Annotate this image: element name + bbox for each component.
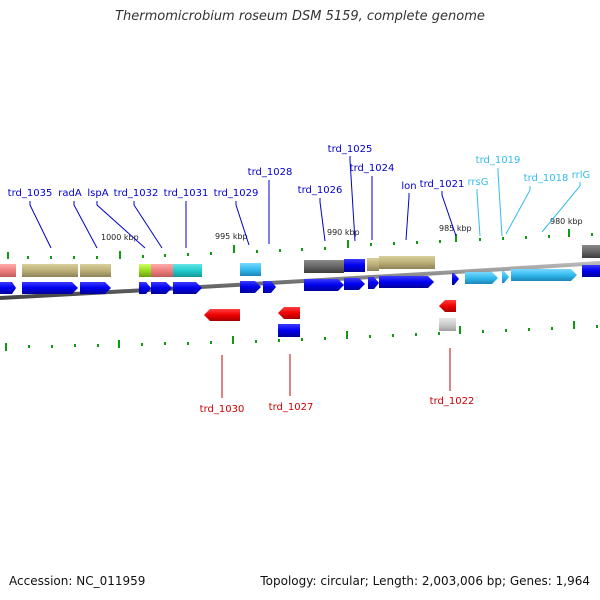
feature-block <box>379 256 435 269</box>
upper-tick-row <box>7 229 593 259</box>
gene-label-trd_1035[interactable]: trd_1035 <box>8 188 53 199</box>
feature-block <box>304 260 344 273</box>
gene-label-trd_1026[interactable]: trd_1026 <box>298 185 343 196</box>
gene-label-radA[interactable]: radA <box>58 188 82 199</box>
feature-block <box>582 245 600 258</box>
gene-arrow-forward <box>452 273 459 285</box>
feature-block <box>80 264 111 277</box>
scale-label-990kbp: 990 kbp <box>327 228 360 237</box>
gene-arrow-reverse <box>439 300 456 312</box>
gene-label-trd_1025[interactable]: trd_1025 <box>328 144 373 155</box>
gene-arrow-forward <box>151 282 172 294</box>
gene-label-trd_1021[interactable]: trd_1021 <box>420 179 465 190</box>
rna-arrow-forward <box>502 271 509 283</box>
feature-block <box>151 264 173 277</box>
rna-arrow-forward <box>511 269 577 281</box>
gene-arrow-forward <box>139 282 151 294</box>
feature-block <box>139 264 151 277</box>
rna-leader-lines <box>476 168 581 237</box>
feature-block <box>240 263 261 276</box>
feature-track <box>0 245 600 277</box>
gene-arrow-reverse <box>204 309 240 321</box>
scale-label-980kbp: 980 kbp <box>550 217 583 226</box>
gene-label-trd_1022[interactable]: trd_1022 <box>430 396 475 407</box>
forward-strand-track <box>0 265 600 294</box>
rna-arrow-forward <box>465 272 498 284</box>
gene-arrow-forward <box>80 282 111 294</box>
rna-label-rrsG[interactable]: rrsG <box>467 177 488 188</box>
rna-label-rrlG[interactable]: rrlG <box>572 170 591 181</box>
feature-block <box>367 258 379 271</box>
gene-label-trd_1027[interactable]: trd_1027 <box>269 402 314 413</box>
gene-label-lon[interactable]: lon <box>401 181 416 192</box>
feature-block <box>278 324 300 337</box>
gene-arrow-forward <box>344 278 365 290</box>
feature-block <box>439 318 456 331</box>
rna-label-trd_1018[interactable]: trd_1018 <box>524 173 569 184</box>
gene-label-trd_1031[interactable]: trd_1031 <box>164 188 209 199</box>
feature-block <box>173 264 202 277</box>
gene-arrow-forward <box>240 281 261 293</box>
lower-tick-row <box>5 321 598 351</box>
feature-block <box>0 264 16 277</box>
scale-label-1000kbp: 1000 kbp <box>101 233 139 242</box>
gene-arrow-forward <box>379 276 434 288</box>
reverse-strand-track <box>204 300 456 337</box>
scale-label-995kbp: 995 kbp <box>215 232 248 241</box>
gene-arrow-forward <box>368 277 379 289</box>
gene-label-trd_1030[interactable]: trd_1030 <box>200 404 245 415</box>
gene-label-trd_1024[interactable]: trd_1024 <box>350 163 395 174</box>
gene-arrow-forward <box>304 279 344 291</box>
map-title: Thermomicrobium roseum DSM 5159, complet… <box>115 9 485 24</box>
feature-block <box>344 259 365 272</box>
label-leader-lines-bottom <box>221 348 451 398</box>
gene-arrow-forward <box>263 281 276 293</box>
gene-arrow-forward <box>582 265 600 277</box>
rna-label-trd_1019[interactable]: trd_1019 <box>476 155 521 166</box>
gene-arrow-reverse <box>278 307 300 319</box>
label-leader-lines-top <box>29 156 457 249</box>
gene-label-trd_1029[interactable]: trd_1029 <box>214 188 259 199</box>
gene-label-lspA[interactable]: lspA <box>87 188 108 199</box>
gene-label-trd_1028[interactable]: trd_1028 <box>248 167 293 178</box>
gene-arrow-forward <box>173 282 202 294</box>
gene-label-trd_1032[interactable]: trd_1032 <box>114 188 159 199</box>
feature-block <box>22 264 78 277</box>
gene-arrow-forward <box>22 282 78 294</box>
accession-text: Accession: NC_011959 <box>9 574 146 588</box>
gene-arrow-forward <box>0 282 16 294</box>
genome-info-text: Topology: circular; Length: 2,003,006 bp… <box>260 574 590 588</box>
scale-label-985kbp: 985 kbp <box>439 224 472 233</box>
